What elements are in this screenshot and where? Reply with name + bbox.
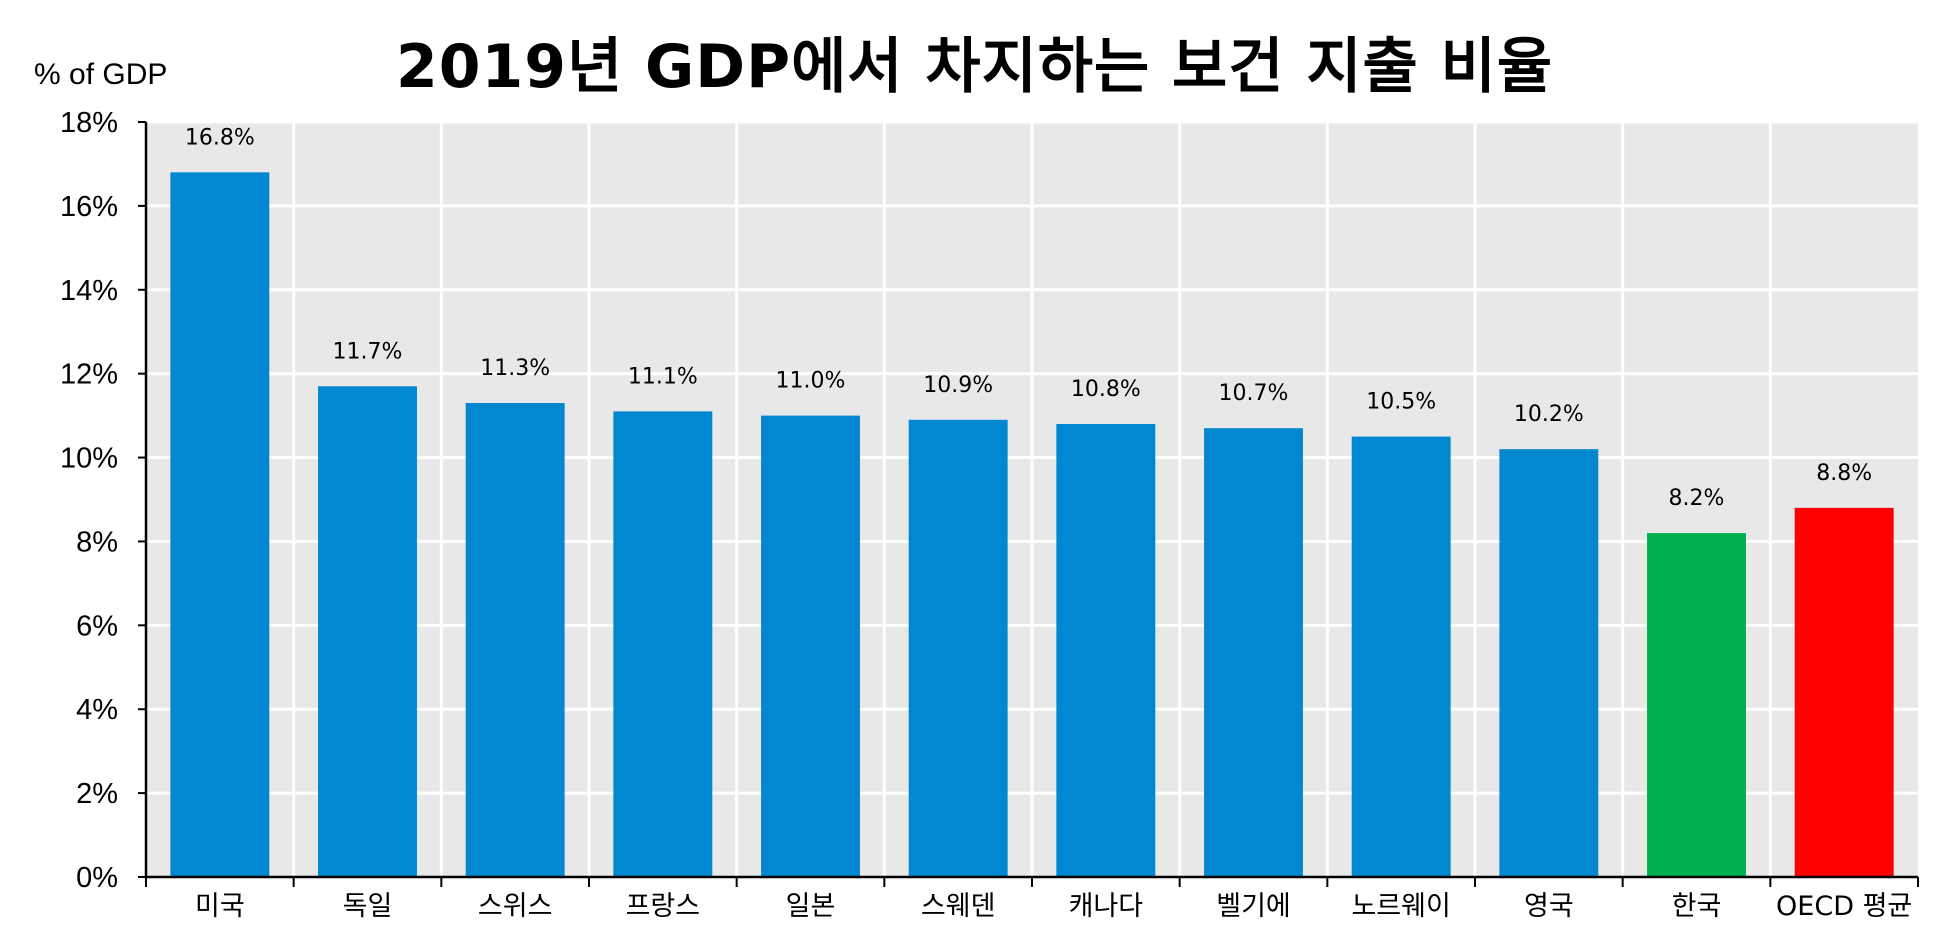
x-tick-label: 미국 xyxy=(195,891,245,922)
data-label: 10.9% xyxy=(923,373,993,398)
y-tick-label: 0% xyxy=(76,862,118,894)
x-tick-label: 독일 xyxy=(343,891,393,922)
bar xyxy=(1351,436,1451,877)
y-axis-unit-label: % of GDP xyxy=(34,58,168,91)
bar xyxy=(170,172,270,878)
bar xyxy=(318,386,417,877)
x-tick-label: 캐나다 xyxy=(1069,891,1144,922)
data-labels: 16.8% 11.7% 11.3% 11.1% 11.0% 10.9% 10.8% 10.7%… xyxy=(185,125,1872,511)
y-tick-label: 6% xyxy=(76,610,118,642)
bar xyxy=(465,403,565,877)
y-tick-labels: 0% 2% 4% 6% 8% 10% 12% 14% 16% 18% xyxy=(60,107,118,894)
bar xyxy=(1499,449,1599,877)
y-tick-label: 14% xyxy=(60,275,118,307)
bar xyxy=(1794,507,1894,877)
x-tick-label: 스웨덴 xyxy=(921,891,996,922)
data-label: 8.8% xyxy=(1816,461,1872,486)
data-label: 10.2% xyxy=(1514,402,1584,427)
data-label: 16.8% xyxy=(185,125,255,150)
y-tick-label: 2% xyxy=(76,778,118,810)
bar xyxy=(1056,424,1156,877)
y-tick-label: 8% xyxy=(76,526,118,558)
data-label: 10.7% xyxy=(1219,381,1289,406)
data-label: 11.3% xyxy=(480,356,550,381)
x-tick-label: 일본 xyxy=(786,891,836,922)
data-label: 11.1% xyxy=(628,364,698,389)
y-tick-label: 16% xyxy=(60,191,118,223)
x-category-labels: 미국 독일 스위스 프랑스 일본 스웨덴 캐나다 벨기에 노르웨이 영국 한국 OECD 평균 xyxy=(195,891,1912,922)
x-tick-label: 스위스 xyxy=(478,891,553,922)
bar xyxy=(613,411,713,877)
x-tick-label: 영국 xyxy=(1524,891,1574,922)
bar xyxy=(1204,428,1303,877)
bar xyxy=(908,419,1008,877)
bar xyxy=(761,415,860,877)
x-tick-label: 노르웨이 xyxy=(1351,891,1450,922)
x-tick-label: 한국 xyxy=(1672,891,1722,922)
x-tick-label: OECD 평균 xyxy=(1776,891,1912,922)
axes xyxy=(138,121,1919,887)
vertical-gridlines xyxy=(292,122,1772,877)
x-tick-label: 벨기에 xyxy=(1216,891,1291,922)
data-label: 10.5% xyxy=(1366,390,1436,415)
y-tick-label: 18% xyxy=(60,107,118,139)
chart-title: 2019년 GDP에서 차지하는 보건 지출 비율 xyxy=(395,32,1554,102)
y-tick-label: 4% xyxy=(76,694,118,726)
data-label: 11.7% xyxy=(333,339,403,364)
bars xyxy=(170,172,1894,878)
data-label: 10.8% xyxy=(1071,377,1141,402)
y-tick-label: 12% xyxy=(60,359,118,391)
bar xyxy=(1647,533,1746,877)
y-tick-label: 10% xyxy=(60,443,118,475)
x-tick-label: 프랑스 xyxy=(626,891,701,922)
data-label: 8.2% xyxy=(1669,486,1725,511)
data-label: 11.0% xyxy=(776,369,846,394)
